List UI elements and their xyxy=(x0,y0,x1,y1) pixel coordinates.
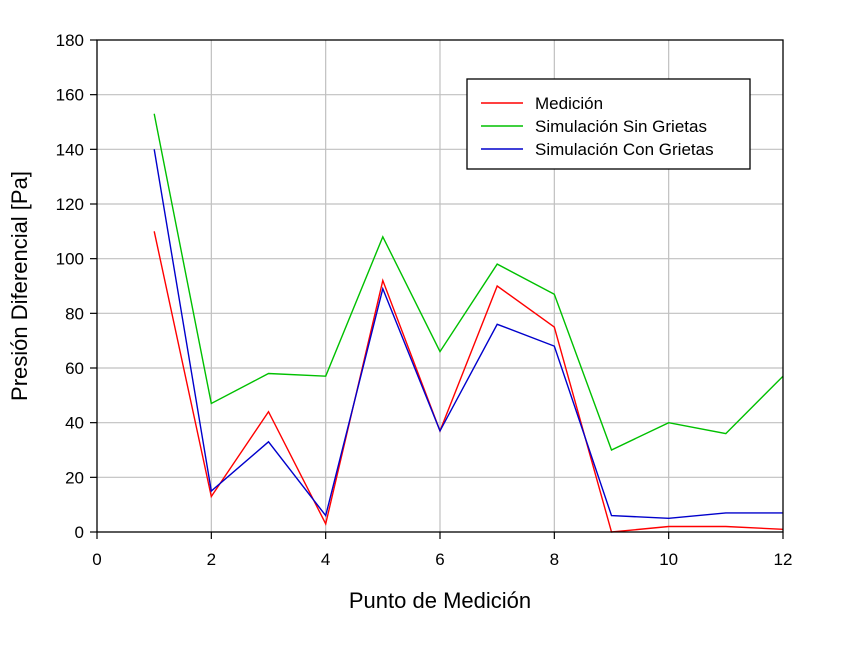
series-line-1 xyxy=(153,231,784,533)
legend-label-2: Simulación Sin Grietas xyxy=(535,117,707,136)
x-axis-title: Punto de Medición xyxy=(349,588,531,613)
x-tick-label: 12 xyxy=(774,550,793,569)
legend: Medición Simulación Sin Grietas Simulación… xyxy=(466,78,751,170)
y-axis-title: Presión Diferencial [Pa] xyxy=(7,171,32,401)
y-tick-label: 160 xyxy=(56,86,84,105)
series-line-3 xyxy=(153,149,783,520)
x-tick-label: 4 xyxy=(321,550,330,569)
grid-lines xyxy=(97,40,783,532)
x-tick-label: 10 xyxy=(659,550,678,569)
y-tick-label: 180 xyxy=(56,31,84,50)
y-tick-label: 80 xyxy=(65,304,84,323)
x-tick-label: 8 xyxy=(550,550,559,569)
y-tick-label: 120 xyxy=(56,195,84,214)
legend-label-1: Medición xyxy=(535,94,603,113)
legend-box xyxy=(466,78,751,170)
x-tick-label: 6 xyxy=(435,550,444,569)
x-tick-label: 2 xyxy=(207,550,216,569)
legend-label-3: Simulación Con Grietas xyxy=(535,140,714,159)
y-tick-label: 0 xyxy=(75,523,84,542)
y-tick-label: 140 xyxy=(56,140,84,159)
y-tick-label: 20 xyxy=(65,468,84,487)
series-lines xyxy=(153,113,784,533)
y-tick-label: 100 xyxy=(56,250,84,269)
series-line-2 xyxy=(153,113,784,451)
y-tick-label: 40 xyxy=(65,414,84,433)
y-tick-label: 60 xyxy=(65,359,84,378)
x-tick-label: 0 xyxy=(92,550,101,569)
